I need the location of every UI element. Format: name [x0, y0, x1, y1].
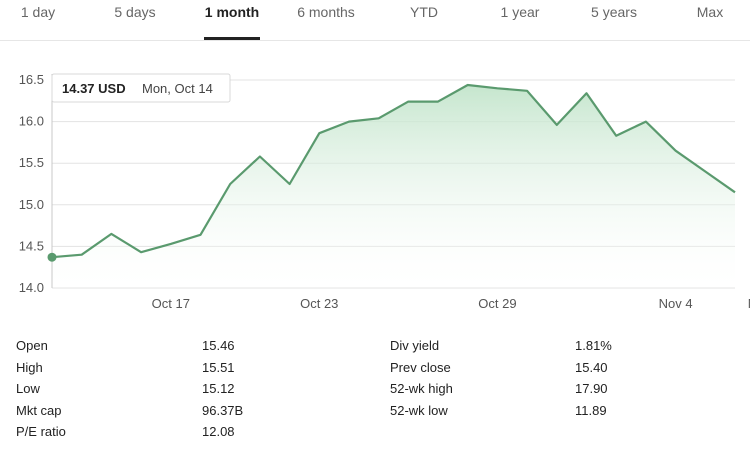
stat-row-high: High 15.51: [0, 358, 750, 378]
y-tick-label: 16.5: [19, 72, 44, 87]
stat-label: 52-wk low: [390, 402, 448, 418]
stat-row-p-e-ratio: P/E ratio 12.08: [0, 422, 750, 442]
stat-value: 15.51: [202, 359, 235, 375]
stat-value: 15.12: [202, 381, 235, 396]
y-tick-label: 16.0: [19, 114, 44, 129]
time-range-tabs: 1 day 5 days 1 month 6 months YTD 1 year 5 yea…: [0, 0, 750, 41]
stat-value: 11.89: [575, 402, 607, 418]
tooltip-date: Mon, Oct 14: [142, 81, 213, 96]
tooltip: 14.37 USD Mon, Oct 14: [47, 73, 231, 288]
stat-label: Open: [16, 338, 48, 353]
y-axis-labels: 14.0 14.5 15.0 15.5 16.0 16.5: [19, 72, 44, 295]
stat-label: 52-wk high: [390, 381, 453, 396]
stat-label: Prev close: [390, 359, 451, 375]
price-line: [51, 83, 736, 259]
tab-ytd[interactable]: YTD: [410, 4, 438, 20]
stat-value: 15.40: [575, 359, 608, 375]
x-tick-label: Oct 17: [152, 296, 190, 310]
stat-label: High: [16, 359, 43, 375]
area-fill: [52, 85, 735, 288]
y-tick-label: 15.0: [19, 197, 44, 212]
tab-1-year[interactable]: 1 year: [500, 4, 540, 20]
highlight-point-marker[interactable]: [47, 252, 57, 262]
tab-5-days[interactable]: 5 days: [114, 4, 156, 20]
stat-row-52-wk-high: 52-wk high 17.90: [0, 379, 750, 399]
y-tick-label: 14.5: [19, 238, 44, 253]
tooltip-box: [51, 73, 231, 103]
stat-row-mkt-cap: Mkt cap 96.37B: [0, 401, 750, 421]
price-line-layer: [51, 83, 736, 259]
tooltip-price: 14.37 USD: [62, 81, 126, 96]
stat-label: Div yield: [390, 338, 440, 353]
tab-1-day[interactable]: 1 day: [20, 4, 56, 20]
stat-row-52-wk-low: 52-wk low 11.89: [0, 401, 750, 421]
x-tick-label: Nov 7: [748, 296, 750, 310]
area-fill-path: [52, 85, 735, 288]
stat-value: 1.81%: [575, 338, 612, 353]
stat-label: P/E ratio: [16, 424, 66, 439]
stat-value: 17.90: [575, 381, 608, 396]
stat-value: 12.08: [202, 424, 235, 439]
price-chart: 14.0 14.5 15.0 15.5 16.0 16.5 Oct 17 Oct 23 Oct…: [19, 72, 750, 310]
y-tick-label: 15.5: [19, 155, 44, 170]
stat-value: 15.46: [202, 338, 235, 353]
stat-row-div-yield: Div yield 1.81%: [0, 336, 750, 356]
tab-6-months[interactable]: 6 months: [297, 4, 355, 20]
x-tick-label: Oct 23: [300, 296, 338, 310]
tab-1-month[interactable]: 1 month: [204, 4, 260, 20]
x-tick-label: Nov 4: [659, 296, 693, 310]
stat-row-open: Open 15.46: [0, 336, 750, 356]
active-tab-indicator: [204, 37, 260, 40]
tab-max[interactable]: Max: [696, 4, 724, 20]
stat-label: Low: [16, 381, 40, 396]
stat-value: 96.37B: [202, 402, 244, 418]
tab-5-years[interactable]: 5 years: [591, 4, 637, 20]
x-tick-label: Oct 29: [478, 296, 516, 310]
stat-row-low: Low 15.12: [0, 379, 750, 399]
stat-label: Mkt cap: [16, 402, 62, 418]
y-tick-label: 14.0: [19, 280, 44, 295]
stat-row-prev-close: Prev close 15.40: [0, 358, 750, 378]
